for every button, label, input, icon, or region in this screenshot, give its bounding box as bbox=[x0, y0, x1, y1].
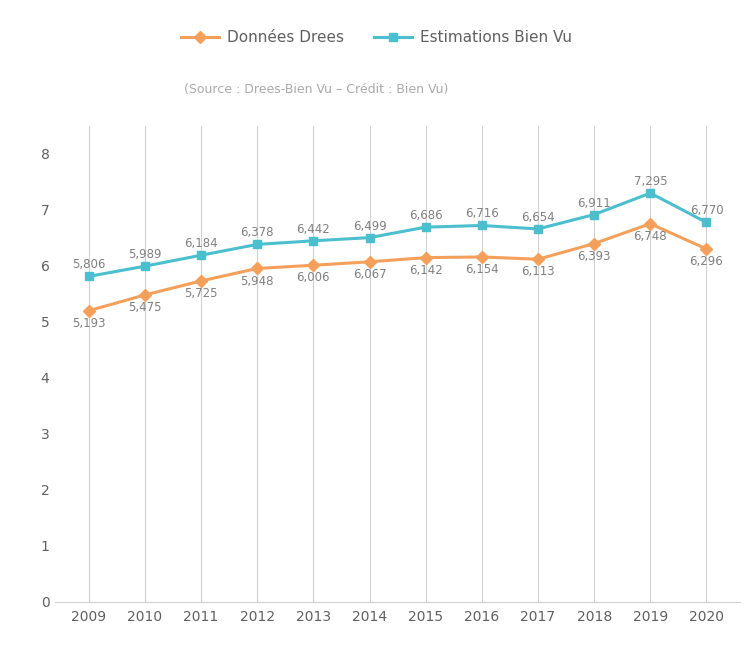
Text: 6,142: 6,142 bbox=[409, 264, 443, 277]
Données Drees bbox=[702, 245, 711, 253]
Text: 6,378: 6,378 bbox=[240, 226, 274, 239]
Text: 6,911: 6,911 bbox=[578, 196, 611, 210]
Données Drees bbox=[253, 264, 262, 272]
Données Drees bbox=[646, 219, 655, 227]
Estimations Bien Vu bbox=[590, 211, 599, 219]
Text: 5,725: 5,725 bbox=[184, 287, 218, 300]
Line: Données Drees: Données Drees bbox=[84, 219, 711, 315]
Estimations Bien Vu bbox=[309, 237, 318, 245]
Estimations Bien Vu bbox=[477, 221, 486, 229]
Estimations Bien Vu bbox=[84, 272, 93, 280]
Text: 5,806: 5,806 bbox=[72, 258, 105, 272]
Text: 6,499: 6,499 bbox=[352, 219, 386, 233]
Text: 6,716: 6,716 bbox=[465, 208, 498, 220]
Text: 6,067: 6,067 bbox=[352, 268, 386, 281]
Estimations Bien Vu bbox=[140, 262, 149, 270]
Text: 6,654: 6,654 bbox=[521, 211, 555, 224]
Text: 5,989: 5,989 bbox=[128, 248, 162, 261]
Données Drees bbox=[477, 253, 486, 261]
Text: 6,686: 6,686 bbox=[409, 209, 443, 222]
Text: 6,393: 6,393 bbox=[578, 250, 611, 262]
Legend: Données Drees, Estimations Bien Vu: Données Drees, Estimations Bien Vu bbox=[175, 24, 578, 52]
Text: 5,193: 5,193 bbox=[72, 317, 105, 330]
Text: 5,948: 5,948 bbox=[240, 274, 274, 288]
Estimations Bien Vu bbox=[365, 233, 374, 241]
Estimations Bien Vu bbox=[702, 219, 711, 227]
Text: (Source : Drees-Bien Vu – Crédit : Bien Vu): (Source : Drees-Bien Vu – Crédit : Bien … bbox=[184, 83, 449, 96]
Text: 6,113: 6,113 bbox=[521, 266, 555, 278]
Estimations Bien Vu bbox=[533, 225, 542, 233]
Données Drees bbox=[365, 258, 374, 266]
Text: 6,006: 6,006 bbox=[297, 272, 330, 284]
Text: 7,295: 7,295 bbox=[633, 175, 667, 188]
Estimations Bien Vu bbox=[253, 241, 262, 249]
Données Drees bbox=[533, 255, 542, 263]
Line: Estimations Bien Vu: Estimations Bien Vu bbox=[84, 189, 711, 281]
Données Drees bbox=[590, 239, 599, 247]
Données Drees bbox=[309, 261, 318, 269]
Text: 6,154: 6,154 bbox=[465, 263, 498, 276]
Estimations Bien Vu bbox=[421, 223, 430, 231]
Données Drees bbox=[140, 291, 149, 299]
Données Drees bbox=[197, 277, 206, 285]
Text: 6,442: 6,442 bbox=[297, 223, 331, 236]
Text: 6,770: 6,770 bbox=[690, 204, 724, 217]
Text: 5,475: 5,475 bbox=[128, 301, 162, 314]
Estimations Bien Vu bbox=[646, 189, 655, 197]
Estimations Bien Vu bbox=[197, 251, 206, 259]
Text: 6,748: 6,748 bbox=[633, 230, 667, 243]
Text: 6,184: 6,184 bbox=[184, 237, 218, 251]
Données Drees bbox=[421, 254, 430, 262]
Text: 6,296: 6,296 bbox=[690, 255, 724, 268]
Données Drees bbox=[84, 307, 93, 315]
